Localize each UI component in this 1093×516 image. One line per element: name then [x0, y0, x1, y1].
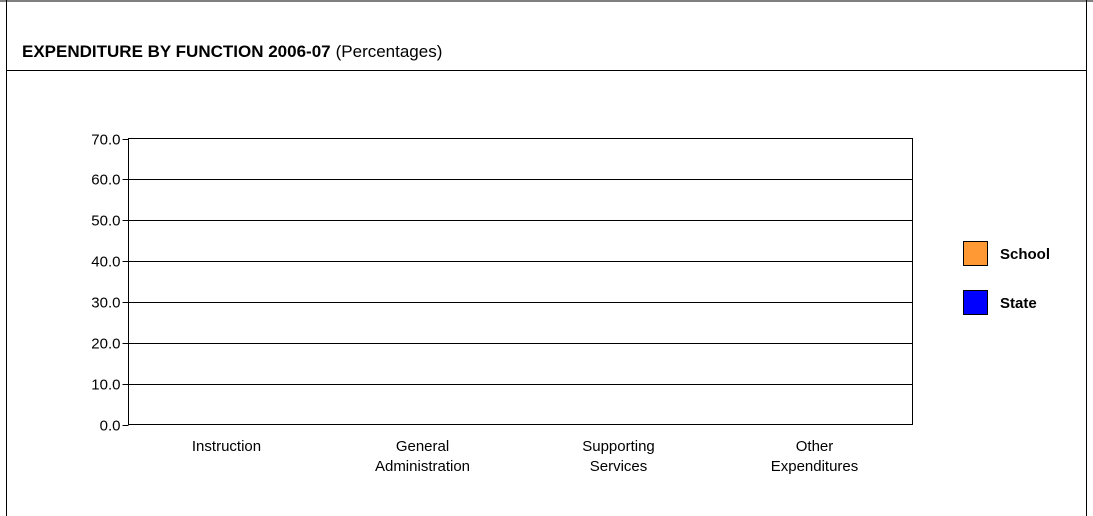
x-tick-label: Other Expenditures — [771, 438, 859, 475]
x-tick-label: General Administration — [375, 438, 470, 475]
chart-title-main: EXPENDITURE BY FUNCTION 2006-07 — [22, 42, 331, 61]
legend-label-school: School — [1000, 246, 1050, 263]
x-tick-label-line: Supporting — [582, 438, 655, 455]
x-tick-label-line: Services — [590, 458, 648, 475]
x-axis: Instruction General Administration Supporti… — [192, 438, 858, 475]
x-tick-label-line: Administration — [375, 458, 470, 475]
x-tick-label-line: Instruction — [192, 438, 261, 455]
x-tick-label-line: Other — [796, 438, 834, 455]
y-tick-label: 40.0 — [91, 254, 120, 271]
y-tick-label: 50.0 — [91, 213, 120, 230]
x-tick-label-line: Expenditures — [771, 458, 859, 475]
y-tick-label: 70.0 — [91, 132, 120, 149]
y-axis: 0.0 10.0 20.0 30.0 40.0 50.0 60.0 70.0 — [91, 132, 128, 435]
x-tick-label-line: General — [396, 438, 449, 455]
y-tick-label: 10.0 — [91, 377, 120, 394]
legend: School State — [964, 242, 1051, 315]
chart-subtitle: (Percentages) — [336, 42, 443, 61]
x-tick-label: Supporting Services — [582, 438, 655, 475]
plot-area — [129, 139, 913, 425]
y-tick-label: 30.0 — [91, 295, 120, 312]
legend-swatch-school — [964, 242, 988, 266]
y-tick-label: 0.0 — [100, 418, 121, 435]
legend-swatch-state — [964, 291, 988, 315]
legend-label-state: State — [1000, 295, 1037, 312]
y-tick-label: 20.0 — [91, 336, 120, 353]
y-tick-label: 60.0 — [91, 172, 120, 189]
chart-title: EXPENDITURE BY FUNCTION 2006-07 (Percenta… — [22, 42, 442, 61]
plot-border — [129, 139, 913, 425]
x-tick-label: Instruction — [192, 438, 261, 455]
